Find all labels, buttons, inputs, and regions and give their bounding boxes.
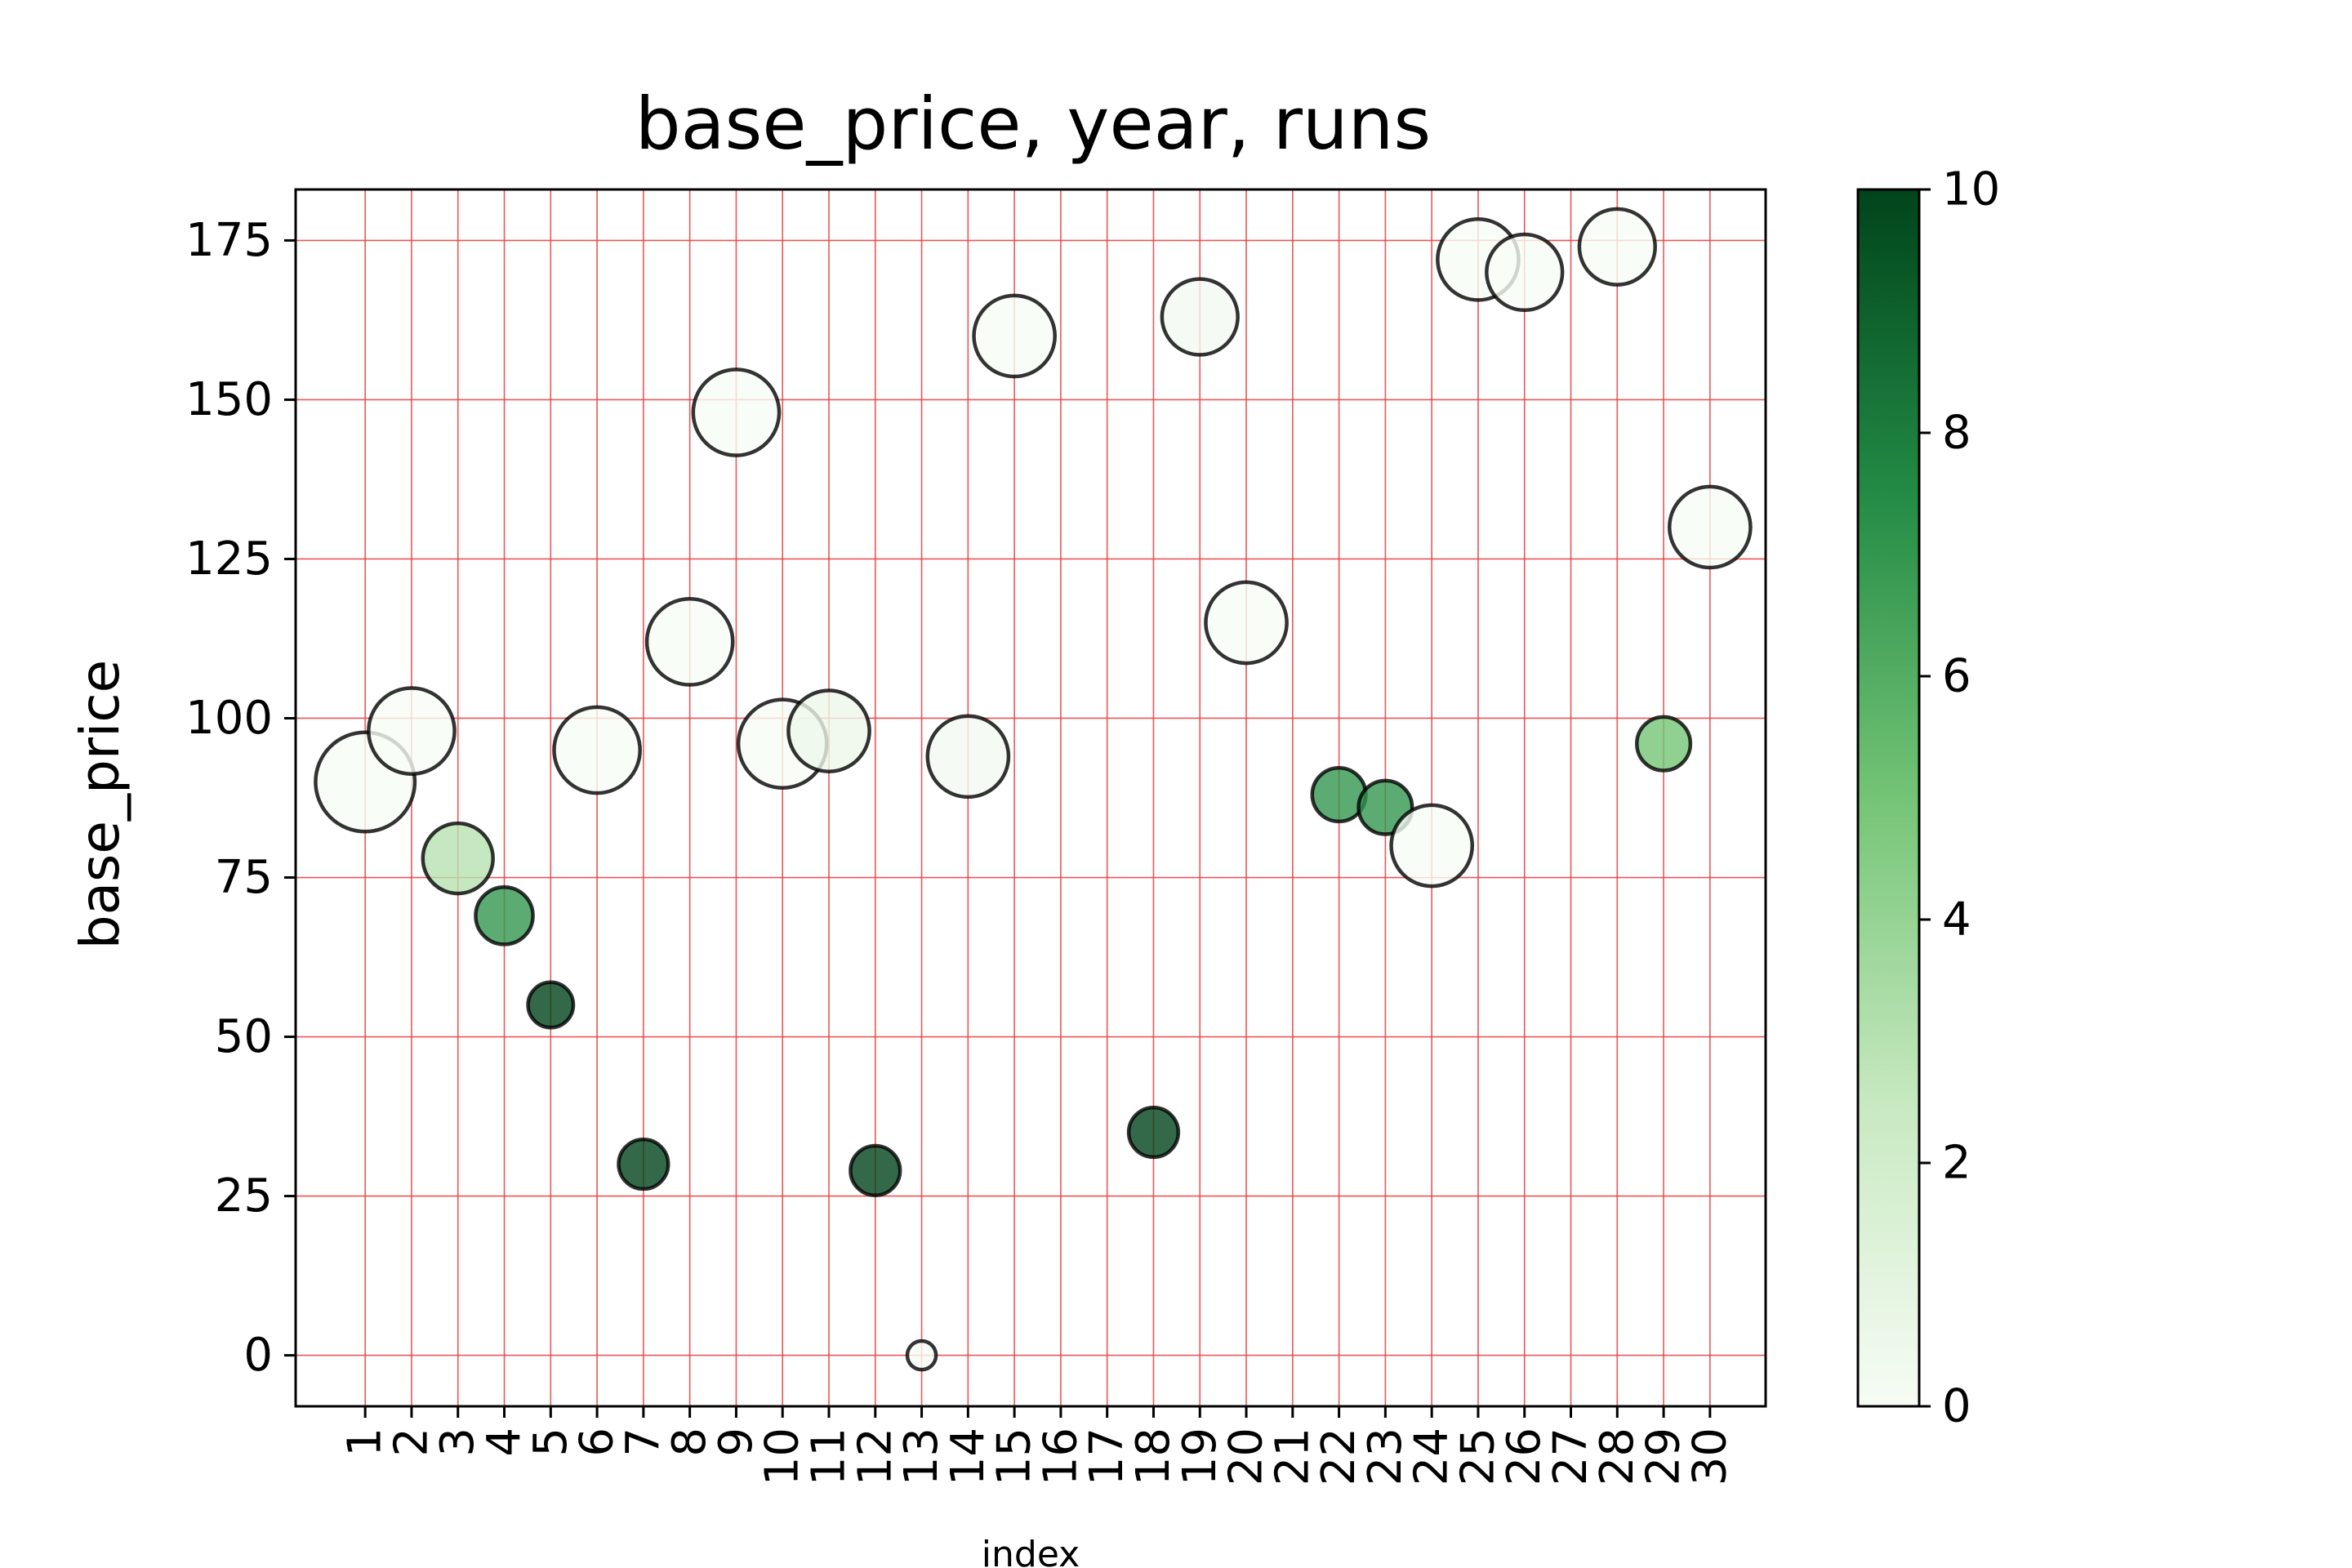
- y-tick-label: 75: [215, 851, 273, 904]
- x-tick-label: 23: [1359, 1428, 1412, 1486]
- x-tick-label: 3: [431, 1428, 484, 1457]
- x-tick-label: 16: [1034, 1428, 1087, 1486]
- x-tick-label: 8: [663, 1428, 716, 1457]
- x-tick-label: 14: [942, 1428, 995, 1486]
- data-point: [1635, 715, 1693, 773]
- x-tick-label: 4: [478, 1428, 531, 1457]
- data-point: [1389, 803, 1475, 889]
- x-tick-label: 28: [1591, 1428, 1644, 1486]
- data-point: [1577, 207, 1657, 287]
- y-tick-label: 100: [185, 692, 273, 745]
- data-point: [1668, 484, 1753, 570]
- x-tick-label: 25: [1451, 1428, 1504, 1486]
- x-tick-label: 22: [1312, 1428, 1365, 1486]
- y-axis-ticks: 0 25 50 75 100 125 150 175: [185, 214, 296, 1382]
- data-points: [314, 207, 1753, 1372]
- colorbar-tick-label: 2: [1942, 1137, 1971, 1190]
- x-tick-label: 5: [524, 1428, 577, 1457]
- x-tick-label: 10: [756, 1428, 809, 1486]
- colorbar-tick-label: 8: [1942, 407, 1971, 460]
- colorbar: 0 2 4 6 8 10: [1856, 163, 2000, 1433]
- data-point: [474, 884, 535, 947]
- data-point: [905, 1339, 938, 1372]
- colorbar-tick-label: 6: [1942, 650, 1971, 703]
- x-tick-label: 12: [849, 1428, 902, 1486]
- x-tick-label: 30: [1683, 1428, 1736, 1486]
- colorbar-gradient: [1856, 188, 1921, 1408]
- data-point: [1485, 232, 1565, 313]
- data-point: [421, 821, 495, 896]
- x-tick-label: 13: [895, 1428, 948, 1486]
- x-tick-label: 20: [1220, 1428, 1273, 1486]
- colorbar-tick-label: 10: [1942, 163, 2000, 216]
- y-tick-label: 175: [185, 214, 273, 267]
- data-point: [526, 980, 576, 1030]
- x-tick-label: 1: [339, 1428, 392, 1457]
- y-tick-label: 150: [185, 373, 273, 426]
- x-tick-label: 24: [1405, 1428, 1459, 1486]
- x-tick-label: 29: [1637, 1428, 1690, 1486]
- data-point: [691, 368, 782, 457]
- x-tick-label: 21: [1266, 1428, 1319, 1486]
- data-point: [367, 686, 457, 776]
- chart-title: base_price, year, runs: [635, 82, 1432, 166]
- x-tick-label: 17: [1080, 1428, 1134, 1486]
- plot-frame: [294, 188, 1767, 1408]
- y-tick-label: 125: [185, 532, 273, 586]
- data-point: [925, 714, 1011, 800]
- y-tick-label: 0: [243, 1329, 273, 1382]
- colorbar-tick-label: 4: [1942, 893, 1971, 947]
- x-tick-label: 11: [802, 1428, 855, 1486]
- colorbar-ticks: 0 2 4 6 8 10: [1919, 163, 2000, 1433]
- colorbar-tick-label: 0: [1942, 1380, 1971, 1433]
- x-tick-label: 9: [710, 1428, 763, 1457]
- x-tick-label: 7: [617, 1428, 670, 1457]
- data-point: [1126, 1105, 1181, 1160]
- x-tick-label: 6: [571, 1428, 624, 1457]
- y-tick-label: 25: [215, 1169, 273, 1223]
- y-tick-label: 50: [215, 1010, 273, 1063]
- data-point: [552, 705, 642, 795]
- data-point: [1204, 580, 1289, 666]
- x-tick-label: 26: [1498, 1428, 1551, 1486]
- x-tick-label: 27: [1544, 1428, 1597, 1486]
- x-tick-label: 15: [988, 1428, 1041, 1486]
- data-point: [1160, 277, 1240, 357]
- data-point: [786, 688, 871, 773]
- data-point: [617, 1137, 670, 1192]
- y-axis-label: base_price: [69, 660, 131, 950]
- x-axis-ticks: 1234567891011121314151617181920212223242…: [339, 1406, 1736, 1486]
- x-axis-label: index: [982, 1534, 1080, 1568]
- x-tick-label: 2: [385, 1428, 438, 1457]
- x-tick-label: 19: [1174, 1428, 1227, 1486]
- x-tick-label: 18: [1127, 1428, 1180, 1486]
- data-point: [644, 597, 735, 687]
- data-point: [972, 293, 1057, 379]
- data-point: [849, 1143, 902, 1197]
